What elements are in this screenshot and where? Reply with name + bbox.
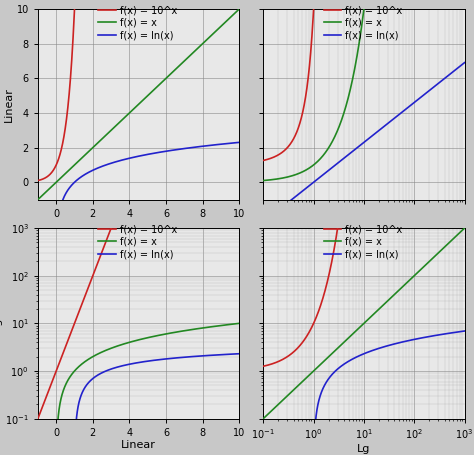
Y-axis label: Linear: Linear: [4, 87, 14, 122]
Legend: f(x) = 10^x, f(x) = x, f(x) = ln(x): f(x) = 10^x, f(x) = x, f(x) = ln(x): [98, 5, 177, 40]
Legend: f(x) = 10^x, f(x) = x, f(x) = ln(x): f(x) = 10^x, f(x) = x, f(x) = ln(x): [324, 224, 402, 259]
Legend: f(x) = 10^x, f(x) = x, f(x) = ln(x): f(x) = 10^x, f(x) = x, f(x) = ln(x): [324, 5, 402, 40]
Legend: f(x) = 10^x, f(x) = x, f(x) = ln(x): f(x) = 10^x, f(x) = x, f(x) = ln(x): [98, 224, 177, 259]
X-axis label: Lg: Lg: [357, 444, 371, 454]
Y-axis label: Lg: Lg: [0, 317, 2, 330]
X-axis label: Linear: Linear: [121, 440, 156, 450]
